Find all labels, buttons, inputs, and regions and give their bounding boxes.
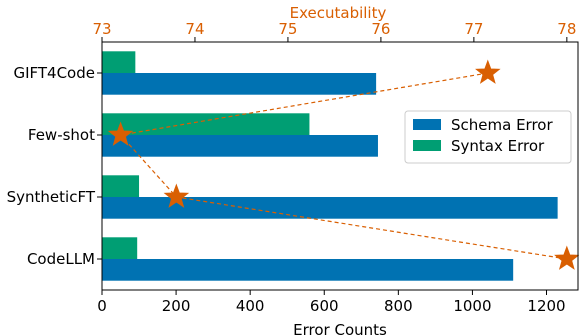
executability-marker-codellm <box>554 245 579 270</box>
top-tick-label: 75 <box>278 20 297 38</box>
x-tick-label: 400 <box>236 297 265 315</box>
top-tick-label: 78 <box>557 20 576 38</box>
x-tick-label: 600 <box>310 297 339 315</box>
syntax-error-bar-few-shot <box>102 113 310 135</box>
executability-series <box>107 59 579 270</box>
executability-marker-few-shot <box>107 121 134 146</box>
legend-label-syntax-error: Syntax Error <box>451 137 545 155</box>
y-tick-label-syntheticft: SyntheticFT <box>7 188 96 206</box>
syntax-error-bar-gift4code <box>102 51 136 73</box>
legend-swatch-schema-error <box>413 119 441 130</box>
x-tick-label: 1000 <box>453 297 491 315</box>
top-tick-label: 73 <box>92 20 111 38</box>
y-tick-label-codellm: CodeLLM <box>27 250 95 268</box>
schema-error-bar-syntheticft <box>102 197 558 219</box>
y-tick-label-few-shot: Few-shot <box>28 126 95 144</box>
axes-group: 0 200 400 600 800 1000 1200 Error Counts 73 74 75 7… <box>7 4 579 336</box>
schema-error-bar-gift4code <box>102 73 377 95</box>
top-tick-label: 77 <box>464 20 483 38</box>
y-tick-label-gift4code: GIFT4Code <box>13 64 95 82</box>
syntax-error-bar-syntheticft <box>102 175 140 197</box>
legend-swatch-syntax-error <box>413 140 441 151</box>
plot-frame <box>101 41 579 291</box>
top-tick-label: 74 <box>185 20 204 38</box>
x-tick-label: 1200 <box>527 297 565 315</box>
executability-marker-syntheticft <box>163 183 190 208</box>
executability-marker-gift4code <box>475 59 501 84</box>
schema-error-bar-few-shot <box>102 135 378 157</box>
syntax-error-bar-codellm <box>102 237 138 259</box>
x-tick-label: 0 <box>97 297 107 315</box>
schema-error-bar-codellm <box>102 259 514 281</box>
top-tick-label: 76 <box>371 20 390 38</box>
x-axis-title: Error Counts <box>293 321 387 336</box>
legend-box <box>404 110 572 164</box>
executability-line <box>119 72 567 260</box>
legend-label-schema-error: Schema Error <box>451 116 553 134</box>
x-tick-label: 200 <box>162 297 191 315</box>
top-axis-title: Executability <box>290 4 387 22</box>
legend: Schema Error Syntax Error <box>404 110 572 164</box>
x-tick-label: 800 <box>384 297 413 315</box>
